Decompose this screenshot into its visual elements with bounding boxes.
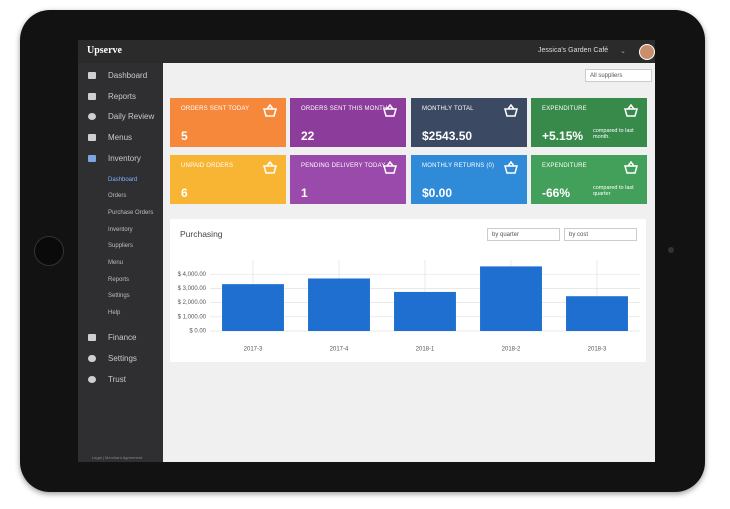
stat-card[interactable]: MONTHLY TOTAL $2543.50 [411, 98, 527, 147]
card-label: UNPAID ORDERS [181, 163, 234, 169]
metric-select[interactable]: by cost [564, 228, 637, 241]
y-tick-label: $ 3,000.00 [178, 286, 207, 292]
card-label: MONTHLY TOTAL [422, 106, 474, 112]
screen: Upserve Jessica's Garden Café ⌄ Dashboar… [78, 40, 655, 462]
card-icon [624, 161, 638, 174]
card-value: $2543.50 [422, 129, 473, 143]
nav-item[interactable]: Reports [108, 92, 137, 101]
top-bar: Upserve Jessica's Garden Café ⌄ [78, 40, 655, 63]
chart: $ 0.00 $ 1,000.00 $ 2,000.00 $ 3,000.00 $ 4,… [178, 260, 640, 353]
home-button [34, 236, 64, 266]
stat-card[interactable]: ORDERS SENT TODAY 5 [170, 98, 286, 147]
card-note: compared to last quarter [593, 185, 634, 197]
sub-item[interactable]: Purchase Orders [108, 210, 154, 216]
stat-card[interactable]: UNPAID ORDERS 6 [170, 155, 286, 204]
sub-item[interactable]: Reports [108, 277, 130, 283]
card-icon [263, 104, 277, 117]
nav-item[interactable]: Trust [108, 375, 126, 384]
card-label: MONTHLY RETURNS (0) [422, 163, 495, 169]
sub-item[interactable]: Help [108, 310, 121, 316]
user-chevron[interactable]: ⌄ [620, 48, 626, 55]
stat-card[interactable]: EXPENDITURE +5.15% compared to last month. [531, 98, 647, 147]
nav-item[interactable]: Inventory [108, 154, 141, 163]
bar [308, 278, 370, 331]
panel-title: Purchasing [180, 229, 223, 239]
footer-links[interactable]: Legal | Merchant Agreement [92, 455, 143, 460]
card-label: ORDERS SENT TODAY [181, 106, 250, 112]
card-icon [383, 161, 397, 174]
brand: Upserve [87, 45, 122, 56]
x-tick-label: 2017-4 [330, 347, 349, 353]
card-value: -66% [542, 186, 571, 200]
card-icon [504, 104, 518, 117]
sub-item[interactable]: Orders [108, 193, 127, 199]
nav-item[interactable]: Menus [108, 133, 133, 142]
x-tick-label: 2018-1 [416, 347, 435, 353]
stat-card[interactable]: ORDERS SENT THIS MONTH 22 [290, 98, 406, 147]
x-tick-label: 2018-3 [588, 347, 607, 353]
bar [222, 284, 284, 331]
x-tick-label: 2017-3 [244, 347, 263, 353]
card-value: $0.00 [422, 186, 453, 200]
card-value: 6 [181, 186, 188, 200]
avatar[interactable] [639, 44, 655, 60]
bar [394, 291, 456, 331]
card-icon [504, 161, 518, 174]
nav-item[interactable]: Dashboard [108, 71, 148, 80]
stat-card[interactable]: EXPENDITURE -66% compared to last quarter [531, 155, 647, 204]
nav-item[interactable]: Finance [108, 333, 137, 342]
card-value: 22 [301, 129, 315, 143]
card-label: EXPENDITURE [542, 106, 587, 112]
user-name[interactable]: Jessica's Garden Café [538, 47, 609, 54]
card-value: 1 [301, 186, 308, 200]
sub-item[interactable]: Dashboard [108, 177, 138, 183]
card-label: ORDERS SENT THIS MONTH [301, 106, 388, 112]
y-tick-label: $ 0.00 [189, 329, 206, 335]
card-value: +5.15% [542, 129, 584, 143]
period-select[interactable]: by quarter [487, 228, 560, 241]
card-note: compared to last month. [593, 128, 634, 140]
sidebar: Dashboard Reports Daily Review Menus Inv… [78, 63, 163, 462]
purchasing-panel: Purchasing by quarter by cost $ 0.00 $ 1,… [170, 219, 646, 362]
card-value: 5 [181, 129, 188, 143]
supplier-filter[interactable]: All suppliers [585, 69, 652, 82]
sub-item[interactable]: Inventory [108, 227, 133, 233]
card-label: EXPENDITURE [542, 163, 587, 169]
card-icon [263, 161, 277, 174]
y-tick-label: $ 1,000.00 [178, 314, 207, 320]
y-tick-label: $ 2,000.00 [178, 300, 207, 306]
camera [668, 247, 674, 253]
card-icon [383, 104, 397, 117]
stat-card[interactable]: MONTHLY RETURNS (0) $0.00 [411, 155, 527, 204]
sub-item[interactable]: Suppliers [108, 243, 134, 249]
sub-item[interactable]: Settings [108, 293, 130, 299]
card-label: PENDING DELIVERY TODAY [301, 163, 386, 169]
card-icon [624, 104, 638, 117]
stat-card[interactable]: PENDING DELIVERY TODAY 1 [290, 155, 406, 204]
bar [480, 266, 542, 331]
sub-item[interactable]: Menu [108, 260, 124, 266]
nav-item[interactable]: Daily Review [108, 112, 155, 121]
y-tick-label: $ 4,000.00 [178, 272, 207, 278]
nav-item[interactable]: Settings [108, 354, 137, 363]
bar [566, 296, 628, 331]
x-tick-label: 2018-2 [502, 347, 521, 353]
